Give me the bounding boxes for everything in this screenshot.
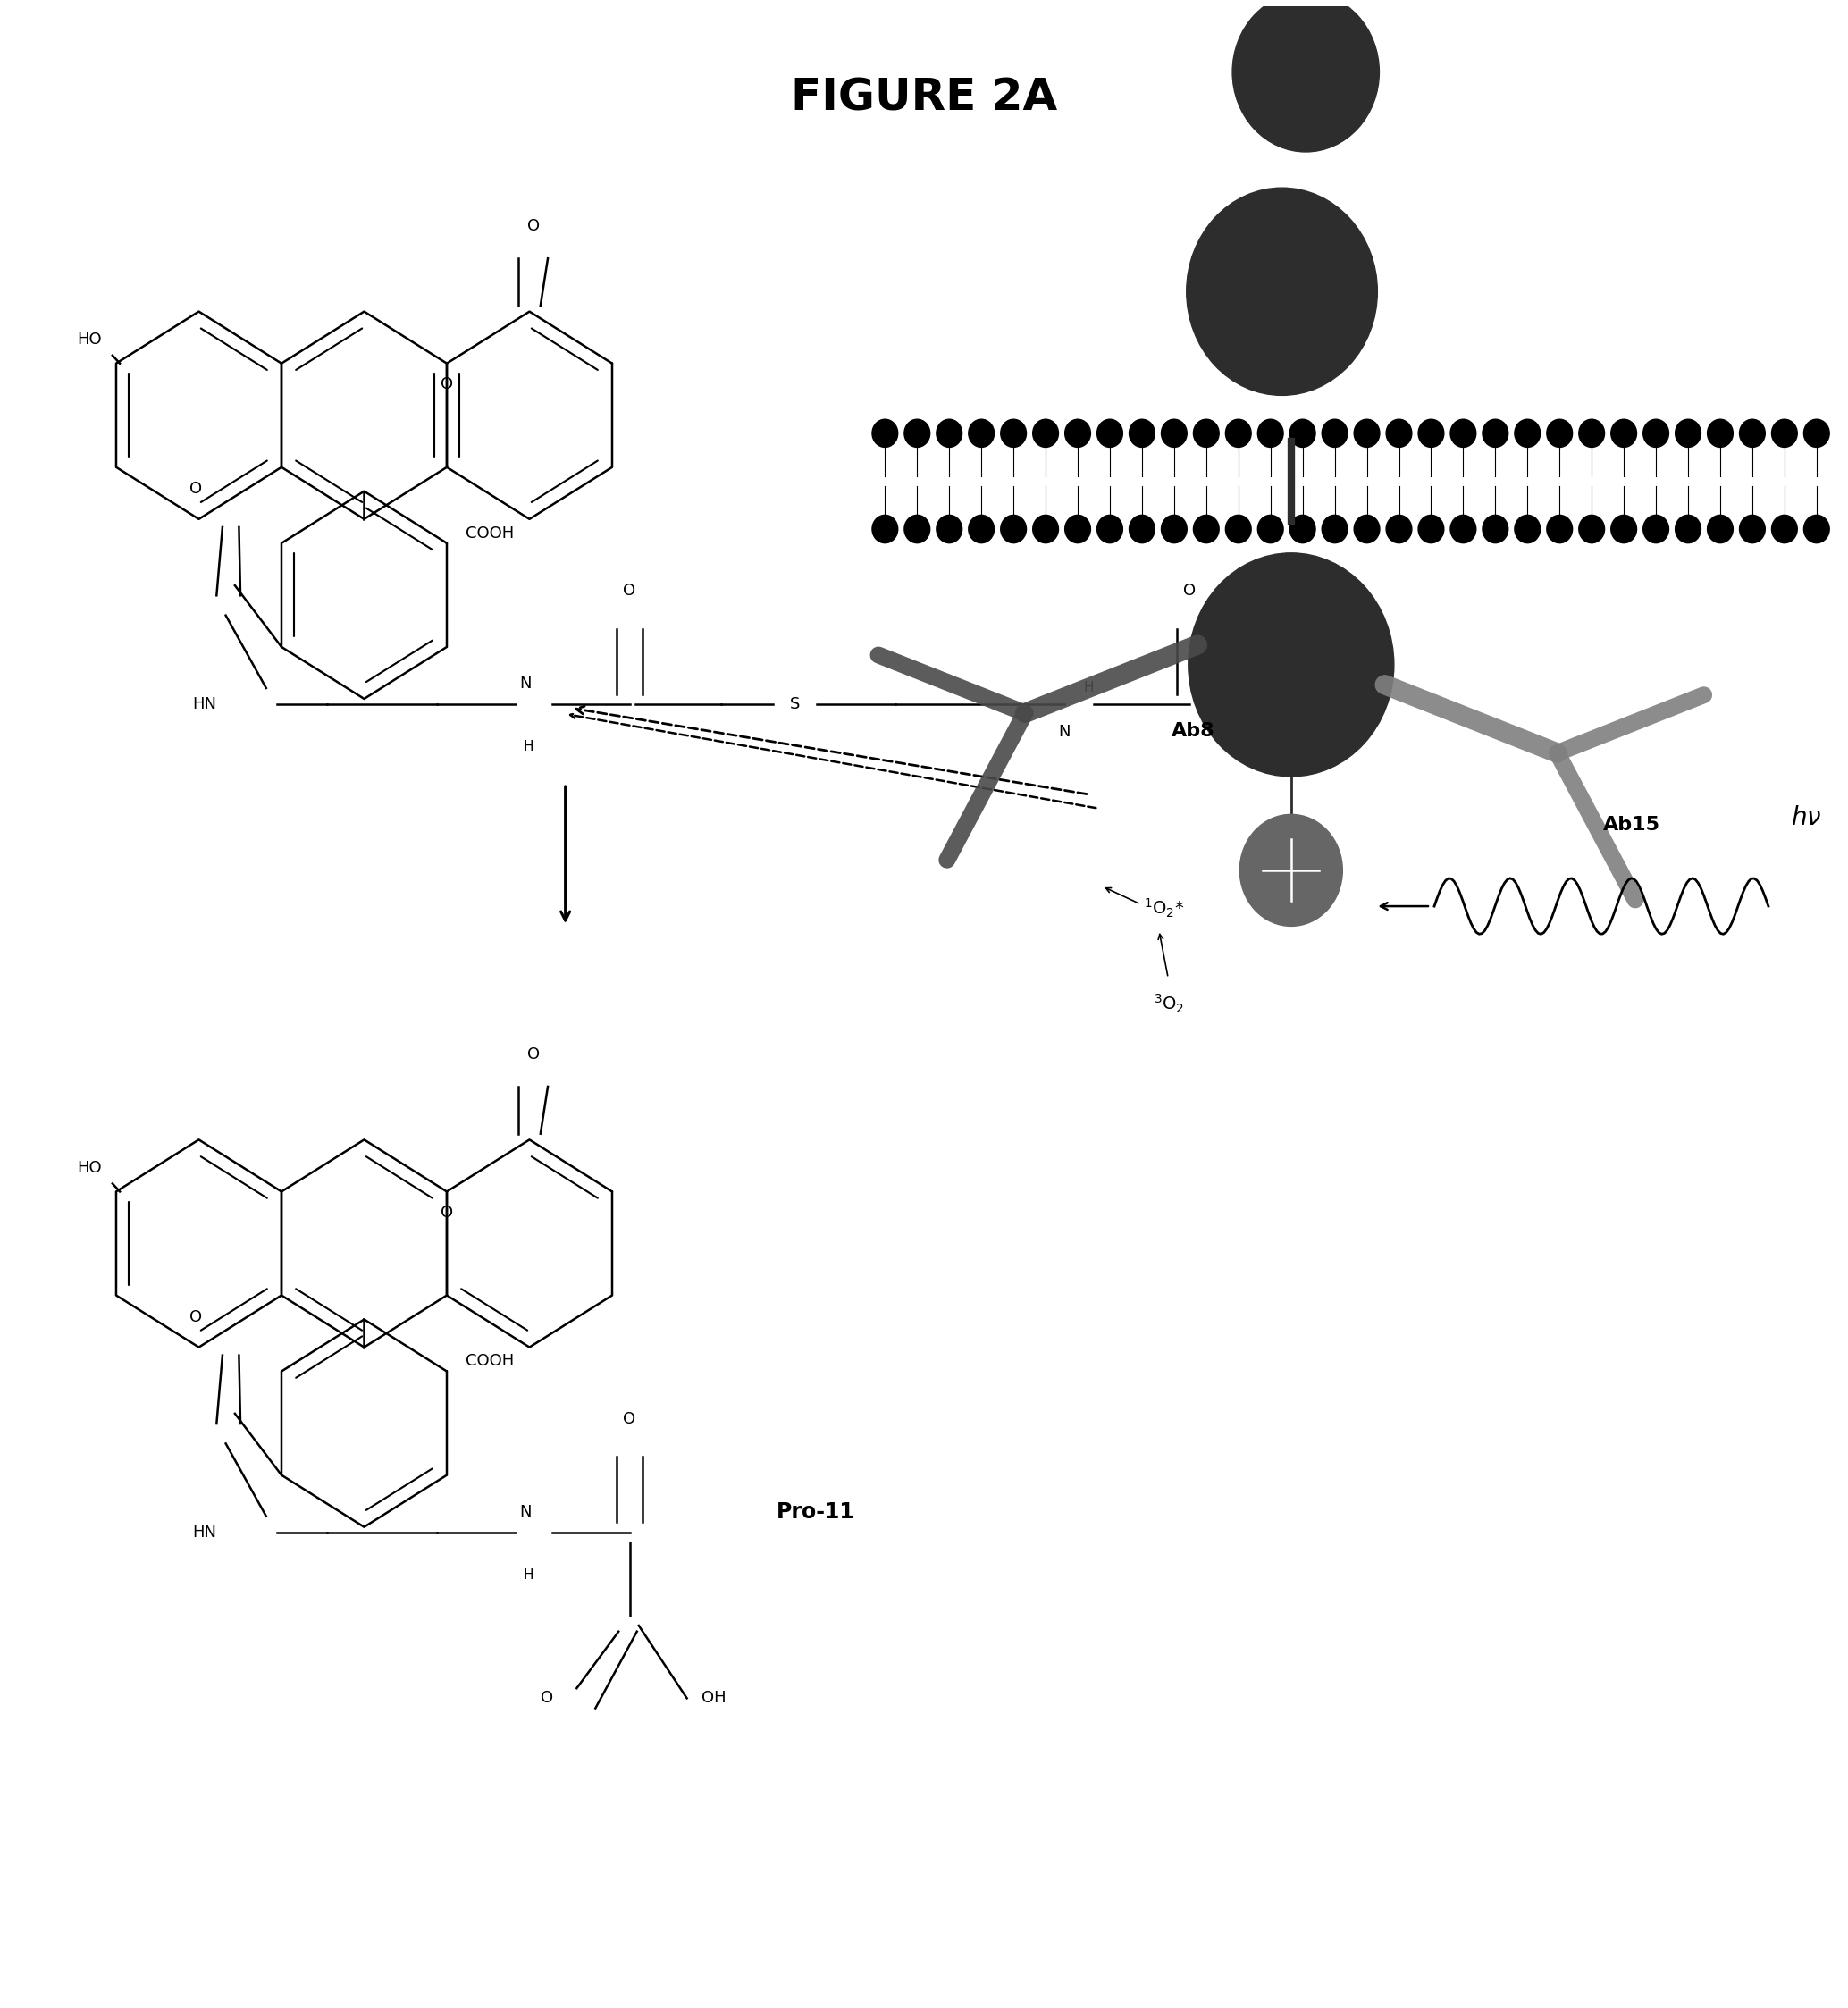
Circle shape: [1233, 0, 1379, 153]
Circle shape: [1451, 516, 1477, 542]
Circle shape: [1064, 420, 1090, 448]
Text: O: O: [623, 582, 636, 598]
Circle shape: [1386, 516, 1412, 542]
Circle shape: [937, 420, 963, 448]
Circle shape: [872, 420, 898, 448]
Circle shape: [1161, 516, 1186, 542]
Text: O: O: [440, 375, 453, 392]
Circle shape: [1194, 420, 1220, 448]
Text: COOH: COOH: [466, 1353, 514, 1369]
Circle shape: [1547, 516, 1573, 542]
Circle shape: [1000, 516, 1026, 542]
Text: $^3$O$_2$: $^3$O$_2$: [1153, 992, 1185, 1016]
Circle shape: [1482, 420, 1508, 448]
Circle shape: [1225, 420, 1251, 448]
Text: FIGURE 2A: FIGURE 2A: [791, 76, 1057, 118]
Circle shape: [1417, 516, 1443, 542]
Circle shape: [1515, 420, 1539, 448]
Circle shape: [1482, 516, 1508, 542]
Circle shape: [1186, 189, 1377, 396]
Circle shape: [1804, 516, 1830, 542]
Text: HN: HN: [192, 1524, 216, 1540]
Circle shape: [872, 516, 898, 542]
Circle shape: [1129, 420, 1155, 448]
Circle shape: [1578, 420, 1604, 448]
Text: S: S: [789, 697, 800, 713]
Circle shape: [1708, 420, 1733, 448]
Text: O: O: [527, 219, 540, 235]
Text: H: H: [523, 1568, 534, 1582]
Circle shape: [1098, 516, 1124, 542]
Circle shape: [1290, 420, 1316, 448]
Text: COOH: COOH: [466, 526, 514, 542]
Circle shape: [1643, 420, 1669, 448]
Circle shape: [1290, 516, 1316, 542]
Circle shape: [1033, 516, 1059, 542]
Circle shape: [1188, 552, 1393, 777]
Circle shape: [1240, 815, 1342, 926]
Circle shape: [1064, 516, 1090, 542]
Circle shape: [1772, 516, 1798, 542]
Circle shape: [1676, 516, 1700, 542]
Circle shape: [1547, 420, 1573, 448]
Circle shape: [904, 516, 930, 542]
Circle shape: [1578, 516, 1604, 542]
Text: N: N: [1059, 725, 1070, 741]
Text: Ab15: Ab15: [1604, 815, 1660, 833]
Circle shape: [1772, 420, 1798, 448]
Circle shape: [937, 516, 963, 542]
Text: $h\nu$: $h\nu$: [1791, 805, 1820, 831]
Text: H: H: [1083, 681, 1094, 695]
Text: Ab8: Ab8: [1172, 721, 1216, 739]
Text: Pro-11: Pro-11: [776, 1502, 856, 1522]
Text: N: N: [519, 1504, 532, 1520]
Circle shape: [1643, 516, 1669, 542]
Circle shape: [1611, 420, 1637, 448]
Circle shape: [1417, 420, 1443, 448]
Circle shape: [1321, 420, 1347, 448]
Text: N: N: [519, 677, 532, 693]
Circle shape: [1611, 516, 1637, 542]
Text: HO: HO: [78, 1159, 102, 1175]
Circle shape: [1129, 516, 1155, 542]
Circle shape: [1739, 420, 1765, 448]
Circle shape: [1000, 420, 1026, 448]
Circle shape: [904, 420, 930, 448]
Text: O: O: [1183, 582, 1196, 598]
Circle shape: [1708, 516, 1733, 542]
Text: O: O: [541, 1691, 553, 1707]
Circle shape: [1451, 420, 1477, 448]
Circle shape: [968, 516, 994, 542]
Circle shape: [1355, 420, 1380, 448]
Circle shape: [1194, 516, 1220, 542]
Circle shape: [1386, 420, 1412, 448]
Text: O: O: [190, 1309, 201, 1325]
Circle shape: [968, 420, 994, 448]
Circle shape: [1033, 420, 1059, 448]
Circle shape: [1161, 420, 1186, 448]
Text: O: O: [440, 1205, 453, 1221]
Circle shape: [1321, 516, 1347, 542]
Circle shape: [1515, 516, 1539, 542]
Circle shape: [1098, 420, 1124, 448]
Circle shape: [1225, 516, 1251, 542]
Circle shape: [1355, 516, 1380, 542]
Text: HO: HO: [78, 331, 102, 347]
Text: OH: OH: [700, 1691, 726, 1707]
Circle shape: [1258, 516, 1283, 542]
Text: O: O: [623, 1412, 636, 1428]
Circle shape: [1804, 420, 1830, 448]
Text: O: O: [527, 1046, 540, 1062]
Circle shape: [1258, 420, 1283, 448]
Text: O: O: [190, 482, 201, 498]
Circle shape: [1676, 420, 1700, 448]
Text: HN: HN: [192, 697, 216, 713]
Text: $^1$O$_2$*: $^1$O$_2$*: [1144, 898, 1185, 920]
Text: H: H: [523, 739, 534, 753]
Circle shape: [1739, 516, 1765, 542]
